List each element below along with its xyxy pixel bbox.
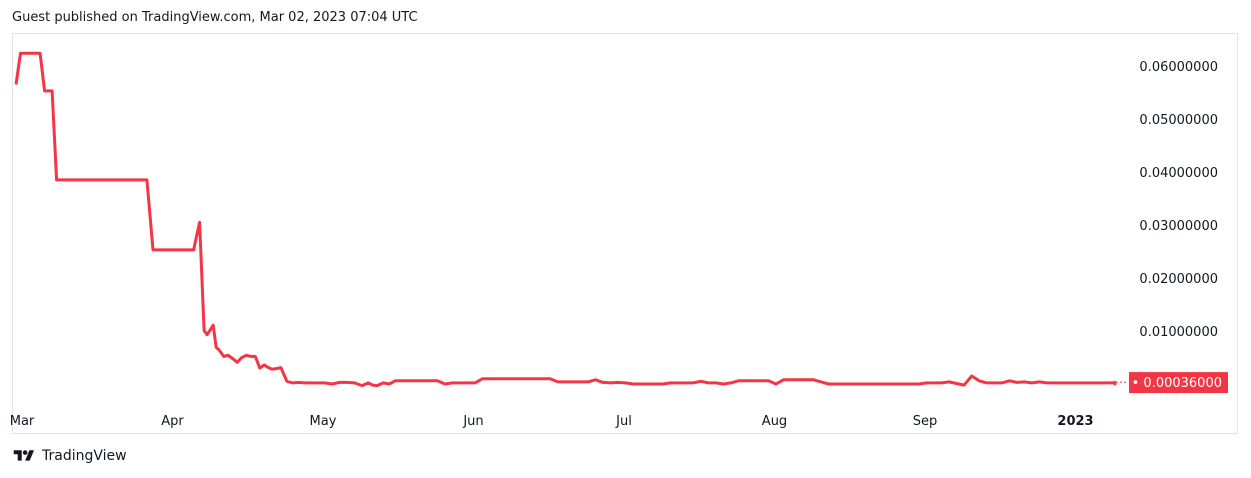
last-price-label: • 0.00036000	[1132, 376, 1222, 391]
y-tick-label: 0.06000000	[1139, 60, 1218, 75]
x-axis: Mar Apr May Jun Jul Aug Sep 2023	[10, 414, 1094, 429]
publication-info: Guest published on TradingView.com, Mar …	[12, 10, 418, 25]
x-tick-label: Sep	[913, 414, 938, 429]
series-group	[14, 51, 1117, 388]
footer: TradingView	[12, 448, 127, 464]
x-tick-label: Aug	[762, 414, 787, 429]
y-tick-label: 0.03000000	[1139, 219, 1218, 234]
x-tick-label: May	[310, 414, 337, 429]
y-tick-label: 0.01000000	[1139, 325, 1218, 340]
y-tick-label: 0.05000000	[1139, 113, 1218, 128]
y-axis: 0.06000000 0.05000000 0.04000000 0.03000000…	[1139, 60, 1218, 340]
y-tick-label: 0.02000000	[1139, 272, 1218, 287]
x-tick-label: Jul	[615, 414, 632, 429]
x-tick-label: Jun	[462, 414, 483, 429]
series-line	[14, 51, 1117, 388]
brand-label[interactable]: TradingView	[42, 448, 127, 464]
chart-frame	[12, 33, 1238, 434]
last-price-badge	[1129, 372, 1228, 394]
last-price-badge-group: • 0.00036000	[1116, 372, 1228, 394]
x-tick-label: Mar	[10, 414, 35, 429]
x-tick-label: 2023	[1057, 414, 1093, 429]
x-tick-label: Apr	[161, 414, 184, 429]
tradingview-logo-icon[interactable]	[12, 448, 36, 464]
y-tick-label: 0.04000000	[1139, 166, 1218, 181]
